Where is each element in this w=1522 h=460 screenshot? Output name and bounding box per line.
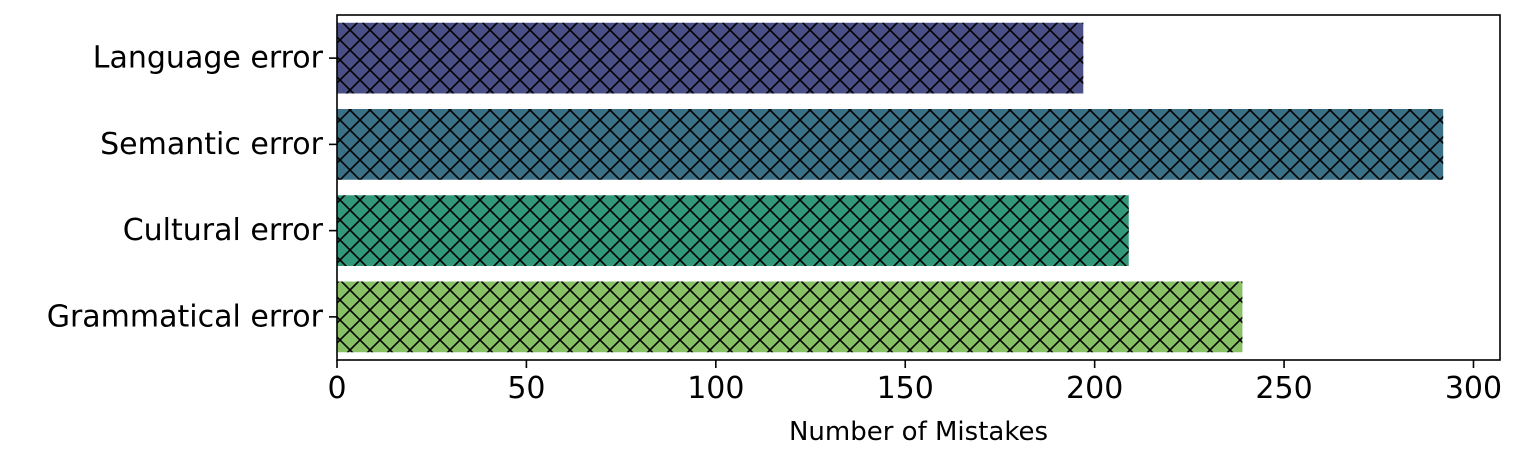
x-tick-label: 200: [1066, 371, 1123, 406]
x-tick-label: 300: [1445, 371, 1502, 406]
x-tick-label: 50: [507, 371, 545, 406]
bar-hatch: [337, 195, 1129, 266]
y-tick-label: Language error: [93, 41, 324, 76]
bar-hatch: [337, 22, 1084, 94]
x-axis-label: Number of Mistakes: [789, 417, 1048, 447]
y-tick-label: Grammatical error: [47, 299, 324, 334]
x-tick-label: 100: [687, 371, 744, 406]
y-axis-ticks: Language error Semantic error Cultural err…: [47, 41, 337, 334]
plot-frame: [336, 14, 1501, 361]
y-tick-label: Cultural error: [123, 213, 324, 248]
bars-group: [337, 22, 1444, 353]
x-axis-ticks: 0 50 100 150 200 250 300: [327, 360, 1502, 406]
bar-hatch: [337, 281, 1243, 353]
x-tick-label: 0: [327, 371, 346, 406]
y-tick-label: Semantic error: [100, 127, 324, 162]
x-tick-label: 250: [1255, 371, 1312, 406]
x-tick-label: 150: [877, 371, 934, 406]
bar-hatch: [337, 109, 1444, 180]
